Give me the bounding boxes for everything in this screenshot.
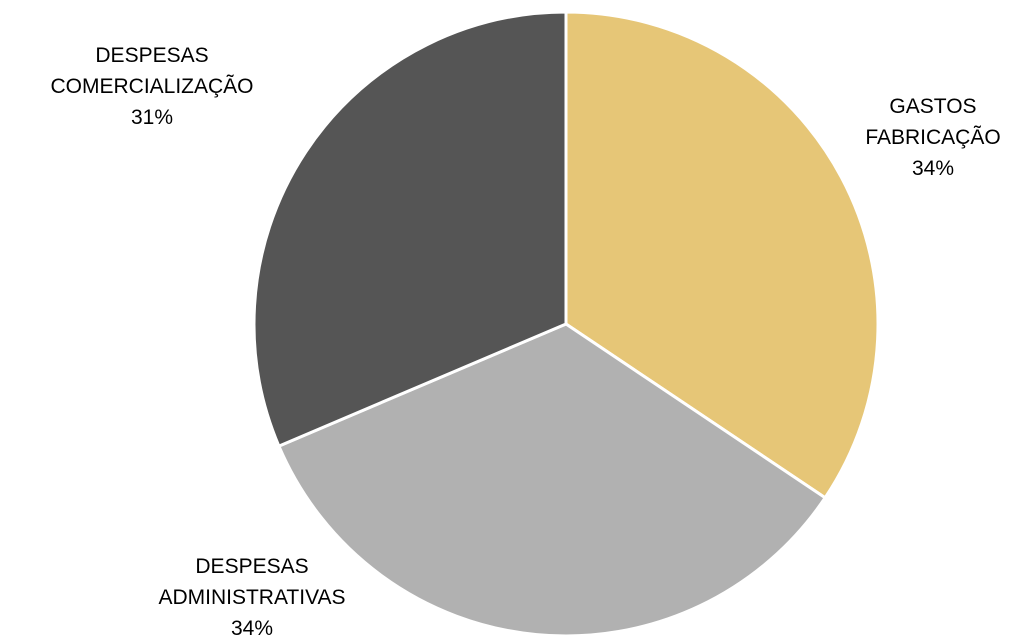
- slice-label-1: DESPESAS ADMINISTRATIVAS 34%: [158, 555, 345, 638]
- pie-slice-1: [277, 322, 827, 638]
- slice-percent-label: 31%: [131, 106, 173, 129]
- slice-label-0: GASTOS FABRICAÇÃO 34%: [865, 95, 1000, 180]
- slice-label-2: DESPESAS COMERCIALIZAÇÃO 31%: [50, 44, 253, 129]
- slice-category-label: COMERCIALIZAÇÃO: [50, 74, 253, 98]
- slice-category-label: DESPESAS: [195, 555, 308, 578]
- slice-percent-label: 34%: [912, 157, 954, 180]
- slice-category-label: FABRICAÇÃO: [865, 125, 1000, 149]
- slice-category-label: DESPESAS: [95, 44, 208, 67]
- slice-category-label: GASTOS: [889, 95, 976, 118]
- pie-labels: GASTOS FABRICAÇÃO 34% DESPESAS ADMINISTRATIV…: [50, 44, 1000, 638]
- slice-percent-label: 34%: [231, 617, 273, 638]
- pie-slice-0: [564, 10, 880, 500]
- pie-slice-2: [252, 10, 568, 448]
- pie-slices: [252, 10, 880, 638]
- slice-category-label: ADMINISTRATIVAS: [158, 586, 345, 609]
